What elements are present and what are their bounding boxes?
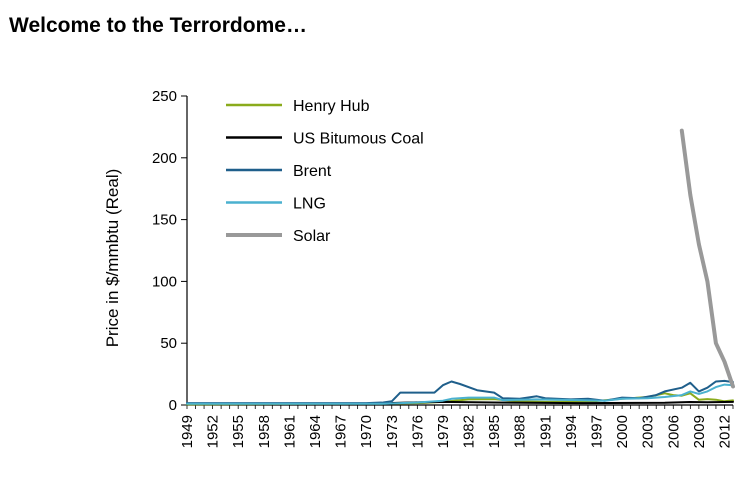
x-tick-label: 2003 [640,415,657,448]
x-tick-label: 1964 [307,415,324,448]
x-tick-label: 2012 [716,415,733,448]
chart-axes: 0 50 100 150 200 250 1949 1952 1955 1958 1961 1964 1… [152,88,734,448]
legend-label-us-bitumous-coal: US Bitumous Coal [293,131,424,148]
series-line-solar [679,128,735,389]
x-tick-label: 2006 [665,415,682,448]
y-tick-label: 150 [152,212,177,229]
y-axis-label: Price in $/mmbtu (Real) [103,169,122,348]
legend-label-lng: LNG [293,196,326,213]
y-tick-label: 250 [152,88,177,105]
x-tick-label: 1967 [333,415,350,448]
chart-legend: Henry Hub US Bitumous Coal Brent LNG Solar [226,98,424,245]
series-line-lng [186,383,734,405]
x-tick-label: 1958 [256,415,273,448]
y-tick-label: 50 [160,335,177,352]
x-tick-label: 1997 [589,415,606,448]
legend-label-brent: Brent [293,163,332,180]
x-tick-label: 1976 [409,415,426,448]
series-line-brent [186,379,734,405]
x-tick-label: 1985 [486,415,503,448]
x-tick-label: 1994 [563,415,580,448]
y-tick-label: 200 [152,150,177,167]
x-tick-label: 1952 [205,415,222,448]
x-tick-label: 1979 [435,415,452,448]
x-tick-label: 1961 [281,415,298,448]
legend-label-solar: Solar [293,228,331,245]
x-tick-label: 1949 [179,415,196,448]
x-tick-label: 2009 [691,415,708,448]
x-tick-label: 1982 [461,415,478,448]
y-tick-label: 100 [152,273,177,290]
chart-series [186,128,735,406]
legend-label-henry-hub: Henry Hub [293,98,370,115]
x-tick-label: 1988 [512,415,529,448]
x-tick-label: 1973 [384,415,401,448]
page-title: Welcome to the Terrordome… [9,14,307,37]
x-tick-label: 1991 [537,415,554,448]
x-tick-label: 1970 [358,415,375,448]
x-tick-label: 1955 [230,415,247,448]
y-tick-label: 0 [169,397,177,414]
x-tick-label: 2000 [614,415,631,448]
